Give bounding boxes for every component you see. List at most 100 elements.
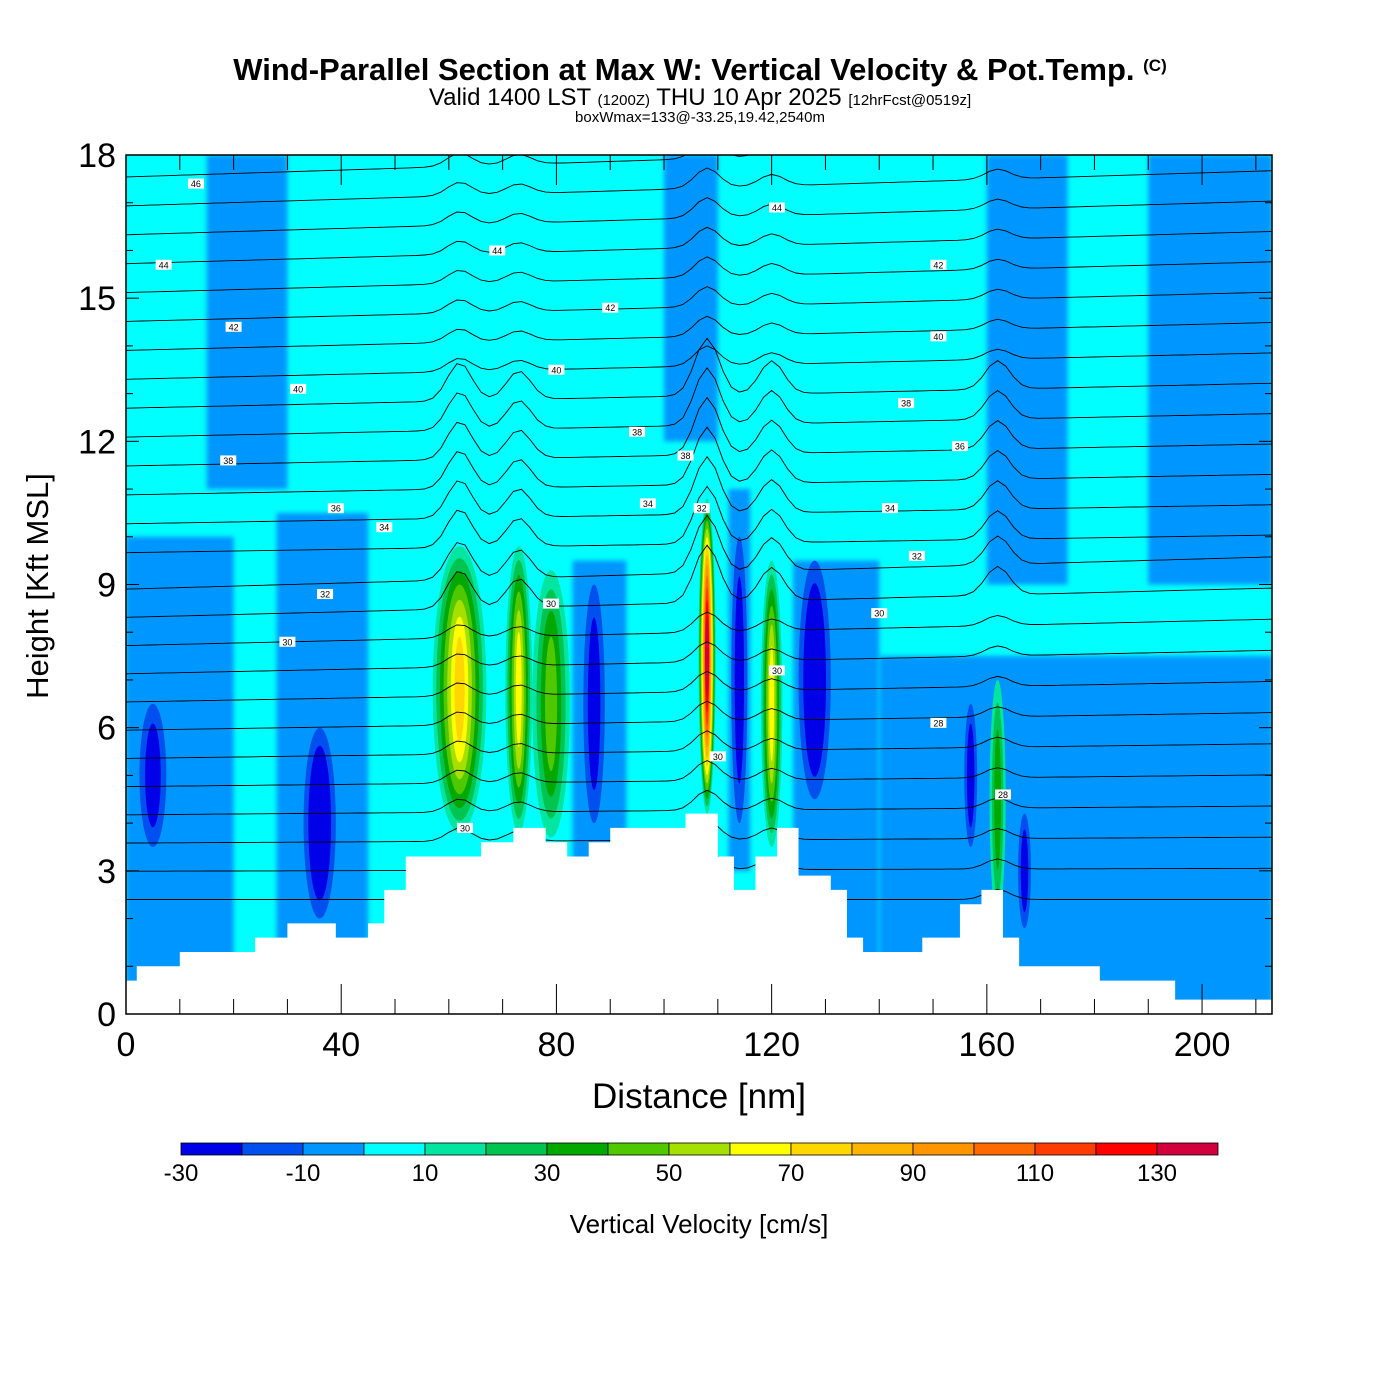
contour-label: 36 [955,442,965,452]
x-tick-label: 160 [958,1026,1015,1064]
colorbar-swatch [729,1142,792,1156]
colorbar-tick-label: -10 [286,1160,321,1187]
contour-label-bg [871,608,888,619]
updraft-cell [705,615,710,697]
isentrope-line [126,396,1272,467]
updraft-cell [769,646,774,762]
x-tick-label: 80 [538,1026,576,1064]
contour-label-bg [677,450,694,461]
x-tick-label: 120 [743,1026,800,1064]
contour-label: 44 [492,246,502,256]
contour-label: 34 [379,523,389,533]
colorbar-swatch [607,1142,670,1156]
downdraft-cell [587,617,601,791]
downdraft-cell [966,723,975,828]
contour-label: 28 [933,718,943,728]
colorbar-swatch [1095,1142,1158,1156]
isentrope-line [126,760,1272,788]
contour-label: 34 [885,504,895,514]
downdraft-cell [313,767,327,880]
colorbar-swatch [241,1142,304,1156]
contour-label-bg [629,426,646,437]
weak-downdraft-band [206,155,288,490]
isentrope-line [126,197,1272,236]
colorbar-swatch [424,1142,487,1156]
updraft-cell [454,636,465,743]
isentrope-line [126,456,1272,525]
contour-label-bg [908,550,925,561]
contour-label: 30 [713,752,723,762]
contour-label: 30 [874,609,884,619]
contour-label-bg [225,321,242,332]
y-tick-label: 18 [78,137,116,175]
contour-label: 44 [159,260,169,270]
contour-label: 32 [912,551,922,561]
contour-label-bg [639,498,656,509]
isentrope-line [126,367,1272,438]
contour-label: 40 [293,384,303,394]
isentrope-line [126,155,827,178]
contour-label-bg [602,302,619,313]
contour-label-bg [769,202,786,213]
box-max-info: boxWmax=133@-33.25,19.42,2540m [575,109,825,126]
contour-label: 42 [605,303,615,313]
contour-label-bg [290,383,307,394]
valid-time: Valid 1400 LST (1200Z) THU 10 Apr 2025 [… [428,84,972,111]
contour-label: 32 [320,590,330,600]
colorbar-tick-label: 70 [778,1160,805,1187]
isentrope-line [126,315,1272,351]
isentrope-line [126,700,1272,731]
contour-label-bg [187,178,204,189]
colorbar-swatch [912,1142,975,1156]
contour-label: 38 [681,451,691,461]
contour-label-bg [548,364,565,375]
y-tick-label: 0 [97,996,116,1034]
updraft-cell [545,636,558,772]
downdraft-cell [145,723,161,828]
contour-label: 32 [697,504,707,514]
contour-labels: 46 44 44 44 42 42 42 40 40 40 38 38 38 38 36 36 34 34 34 32… [155,178,1011,833]
contour-label-bg [951,441,968,452]
isentrope-line [126,256,1272,294]
downdraft-cell [808,609,822,751]
contour-label-bg [456,822,473,833]
y-tick-label: 15 [78,280,116,318]
contour-label-bg [489,245,506,256]
colorbar-swatch [790,1142,853,1156]
contour-label: 30 [546,599,556,609]
isentrope-line [126,730,1272,759]
contour-label: 38 [632,427,642,437]
contour-label-bg [317,589,334,600]
contour-label-bg [930,259,947,270]
colorbar-swatch [851,1142,914,1156]
colorbar-tick-label: 130 [1137,1160,1177,1187]
y-axis-label: Height [Kft MSL] [20,473,55,699]
contour-label-bg [376,522,393,533]
colorbar-swatch [1034,1142,1097,1156]
y-tick-label: 3 [97,853,116,891]
colorbar: -30 -10 10 30 50 70 90 110 130 [164,1142,1219,1187]
terrain [126,813,1272,1014]
weak-downdraft-band [986,155,1068,585]
isentrope-line [126,226,1272,265]
x-tick-label: 0 [117,1026,136,1064]
colorbar-tick-label: 110 [1016,1160,1054,1187]
isentrope-line [126,544,1272,618]
contour-label: 30 [282,637,292,647]
contour-label: 34 [643,499,653,509]
colorbar-swatch [1156,1142,1219,1156]
contour-label-bg [327,503,344,514]
colorbar-swatch [668,1142,731,1156]
contour-label-bg [709,751,726,762]
contour-label-bg [930,717,947,728]
isentrope-line [126,426,1272,496]
colorbar-swatch [180,1142,243,1156]
contour-label: 42 [933,260,943,270]
x-tick-label: 200 [1174,1026,1231,1064]
contour-label-bg [930,331,947,342]
isentrope-line [126,286,1272,322]
contour-label: 28 [998,790,1008,800]
colorbar-tick-label: -30 [164,1160,199,1187]
